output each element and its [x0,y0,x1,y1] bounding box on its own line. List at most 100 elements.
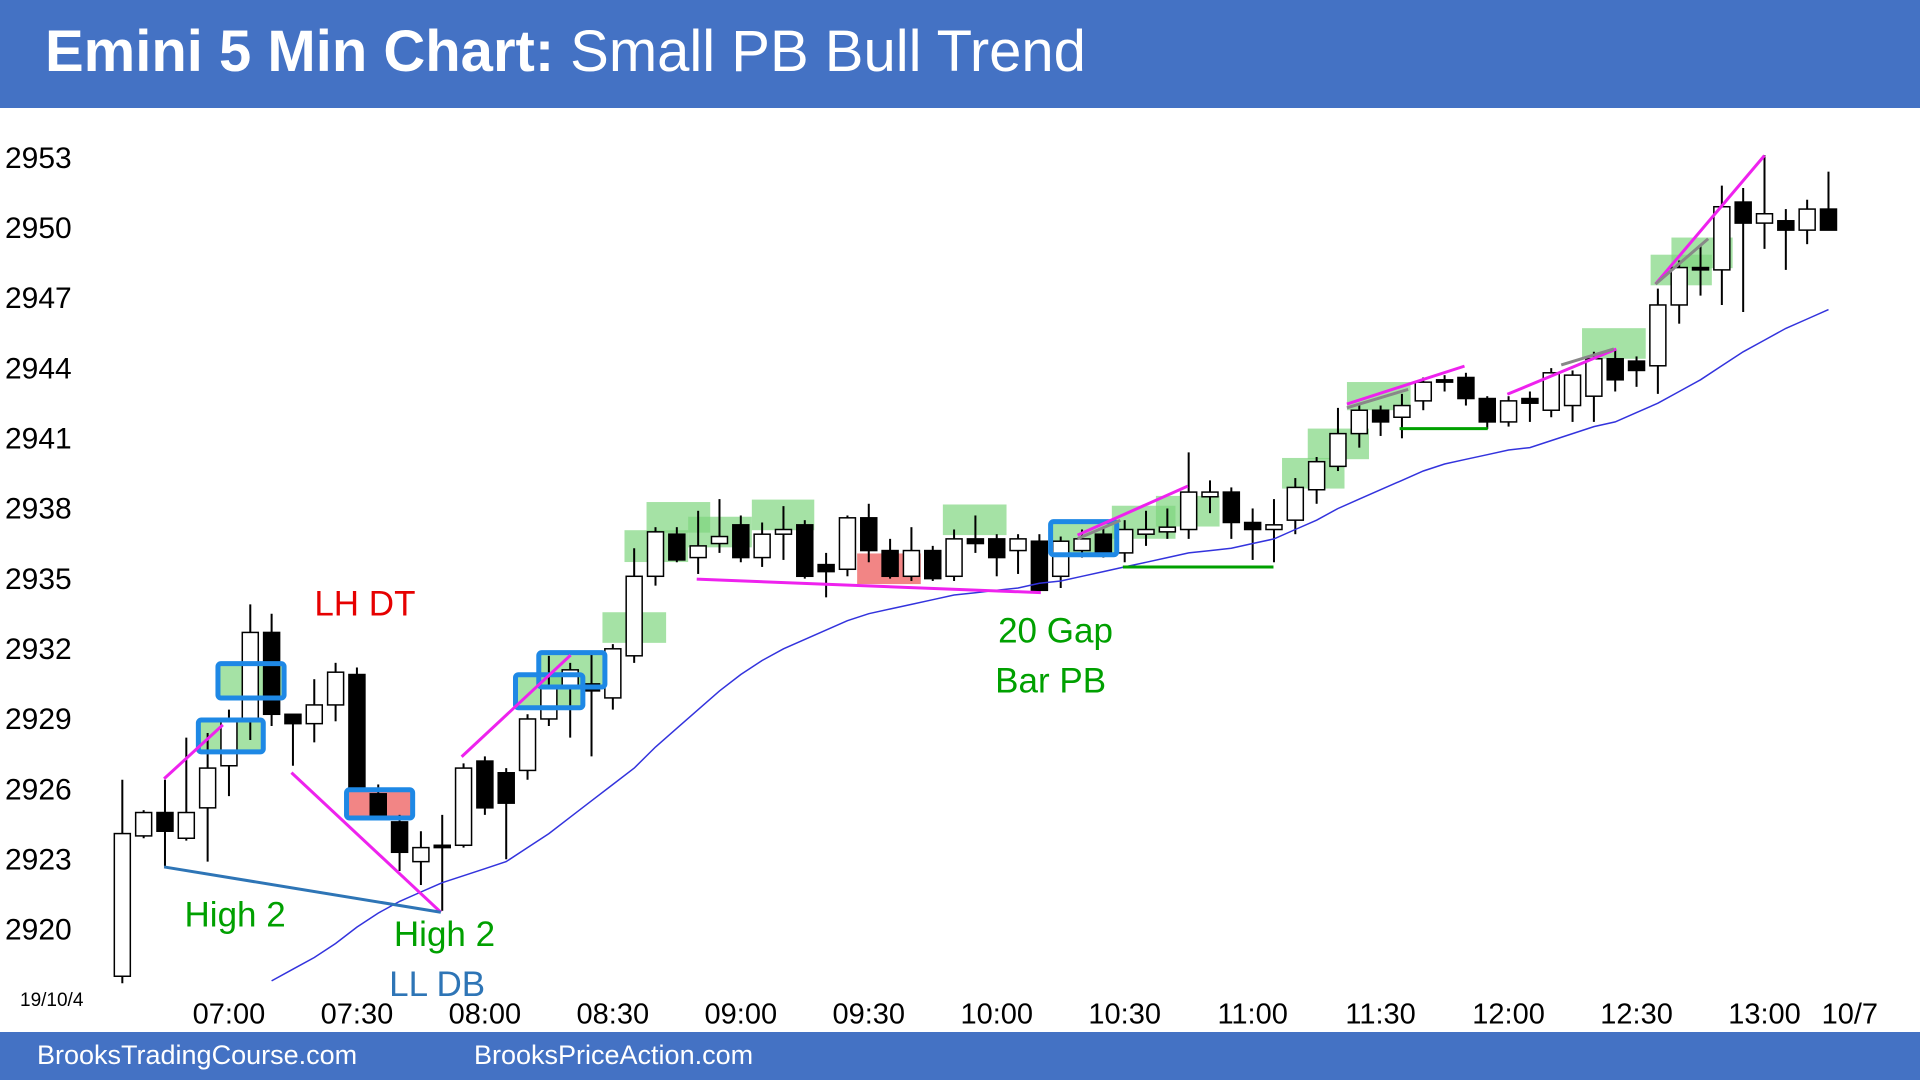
trend-line [1076,484,1189,537]
x-tick-label: 09:00 [705,999,778,1031]
annotation: LH DT [314,584,415,623]
candle-body [1201,491,1219,498]
candle-body [369,793,387,816]
trend-line [460,654,572,758]
candle-body [262,631,281,716]
y-tick-label: 2941 [5,423,72,456]
candle-body [198,767,217,809]
candle-body [220,720,238,767]
candle-body [1435,379,1454,383]
x-tick-label: 08:00 [449,999,522,1031]
trend-line-overlap [1346,387,1409,410]
candle-body [945,538,963,578]
y-tick-label: 2929 [5,703,72,736]
candle-body [1051,540,1070,578]
annotation: Bar PB [995,662,1106,701]
y-tick-label: 2935 [5,563,72,596]
annotation: High 2 [394,915,495,954]
candle-body [881,549,899,578]
x-tick-label: 12:30 [1600,999,1673,1031]
candle-body [1819,208,1838,231]
x-tick-label: 10/7 [1822,999,1878,1031]
candle-body [1414,381,1433,402]
candle-body [113,832,132,977]
candle-body [1755,213,1774,224]
candle-body [497,772,515,804]
x-tick-label: 12:00 [1472,999,1545,1031]
candle-body [1713,205,1731,271]
y-tick-label: 2920 [5,914,72,947]
candle-body [796,524,814,578]
y-tick-label: 2944 [5,352,72,385]
x-tick-label: 07:00 [193,999,266,1031]
signal-bar-box [195,717,266,755]
chart-title: Emini 5 Min Chart: Small PB Bull Trend [45,19,1086,84]
candle-body [1073,538,1091,552]
footer-band [0,1032,1920,1080]
candle-body [1627,360,1646,372]
candle-body [1243,521,1262,531]
y-tick-label: 2947 [5,282,72,315]
candle-body [1393,404,1411,418]
pullback-zone [1582,328,1646,359]
candle-body [1307,460,1326,491]
candle-body [1371,409,1390,423]
candle-body [326,671,345,706]
y-tick-label: 2926 [5,773,72,806]
candle-body [1606,358,1624,381]
candle-body [817,563,835,573]
candle-body [134,811,153,837]
trend-line [1346,364,1465,406]
candle-body [1137,528,1155,535]
x-tick-label: 13:00 [1728,999,1801,1031]
candle-body [390,821,409,854]
x-tick-label: 07:30 [321,999,394,1031]
x-tick-label: 11:30 [1345,999,1415,1031]
footer-right: BrooksPriceAction.com [474,1040,753,1070]
signal-bar-box [344,787,416,821]
footer-left: BrooksTradingCourse.com [37,1040,357,1070]
double-bottom-line [163,865,442,914]
candle-body [156,811,174,832]
trend-line [696,577,1041,595]
signal-bar-box [536,650,608,690]
candle-body [1585,358,1603,397]
candle-body [241,631,260,723]
candle-body [1179,491,1198,531]
title-rest: Small PB Bull Trend [570,19,1086,84]
signal-bar-box [215,661,287,701]
annotation: 20 Gap [998,611,1113,650]
candle-body [689,545,707,559]
candle-body [305,704,324,725]
candle-body [966,538,985,545]
candle-body [1286,486,1305,521]
date-label: 19/10/4 [20,990,84,1011]
annotation: High 2 [185,895,286,934]
candle-body [1030,540,1049,592]
candle-body [838,517,857,571]
candle-body [710,535,729,545]
candle-body [1691,266,1710,271]
candle-body [1329,432,1347,468]
trend-line-overlap [1076,519,1121,541]
y-tick-label: 2923 [5,844,72,877]
trend-line [1506,347,1617,396]
candle-body [625,575,643,657]
candle-body [1542,372,1560,411]
moving-average [271,308,1829,982]
candle-body [1670,266,1688,306]
candle-body [1521,397,1539,404]
candle-body [433,844,451,849]
candle-body [1777,220,1795,231]
candle-body [1798,208,1816,231]
candle-body [1158,526,1177,533]
candle-body [1457,376,1475,400]
candle-body [753,533,771,559]
candle-body [1094,533,1113,554]
candle-body [774,528,793,535]
trend-line-overlap [1560,347,1615,367]
candle-body [540,685,558,720]
candle-body [348,673,366,788]
y-tick-label: 2953 [5,142,72,175]
